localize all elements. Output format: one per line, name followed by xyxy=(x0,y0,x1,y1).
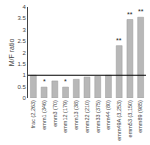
svg-text:4: 4 xyxy=(22,4,26,10)
svg-text:emm89 (985): emm89 (985) xyxy=(137,100,143,133)
svg-text:emm44 (80): emm44 (80) xyxy=(105,100,111,130)
svg-text:**: ** xyxy=(116,37,122,44)
svg-text:emm3 (70): emm3 (70) xyxy=(52,100,58,127)
svg-text:emm53 (3,150): emm53 (3,150) xyxy=(127,100,133,137)
svg-text:M/F ratio: M/F ratio xyxy=(8,39,15,67)
svg-text:**: ** xyxy=(138,8,144,15)
svg-text:frac (2,263): frac (2,263) xyxy=(30,100,36,128)
svg-text:2: 2 xyxy=(22,50,26,56)
svg-text:emm49A (3,253): emm49A (3,253) xyxy=(116,100,122,141)
svg-text:0.5: 0.5 xyxy=(17,84,26,90)
svg-text:emm22 (210): emm22 (210) xyxy=(84,100,90,133)
svg-text:1.5: 1.5 xyxy=(17,61,26,67)
svg-text:*: * xyxy=(43,78,46,85)
svg-text:3: 3 xyxy=(22,27,26,33)
svg-text:0: 0 xyxy=(22,95,26,101)
svg-text:3.5: 3.5 xyxy=(17,15,26,21)
svg-text:*: * xyxy=(64,78,67,85)
svg-text:2.5: 2.5 xyxy=(17,38,26,44)
svg-text:1: 1 xyxy=(22,72,26,78)
svg-text:emm33 (375): emm33 (375) xyxy=(95,100,101,133)
svg-text:emm12 (179): emm12 (179) xyxy=(62,100,68,133)
svg-text:emm1 (346): emm1 (346) xyxy=(41,100,47,130)
svg-text:**: ** xyxy=(127,11,133,18)
svg-text:emm13 (38): emm13 (38) xyxy=(73,100,79,130)
